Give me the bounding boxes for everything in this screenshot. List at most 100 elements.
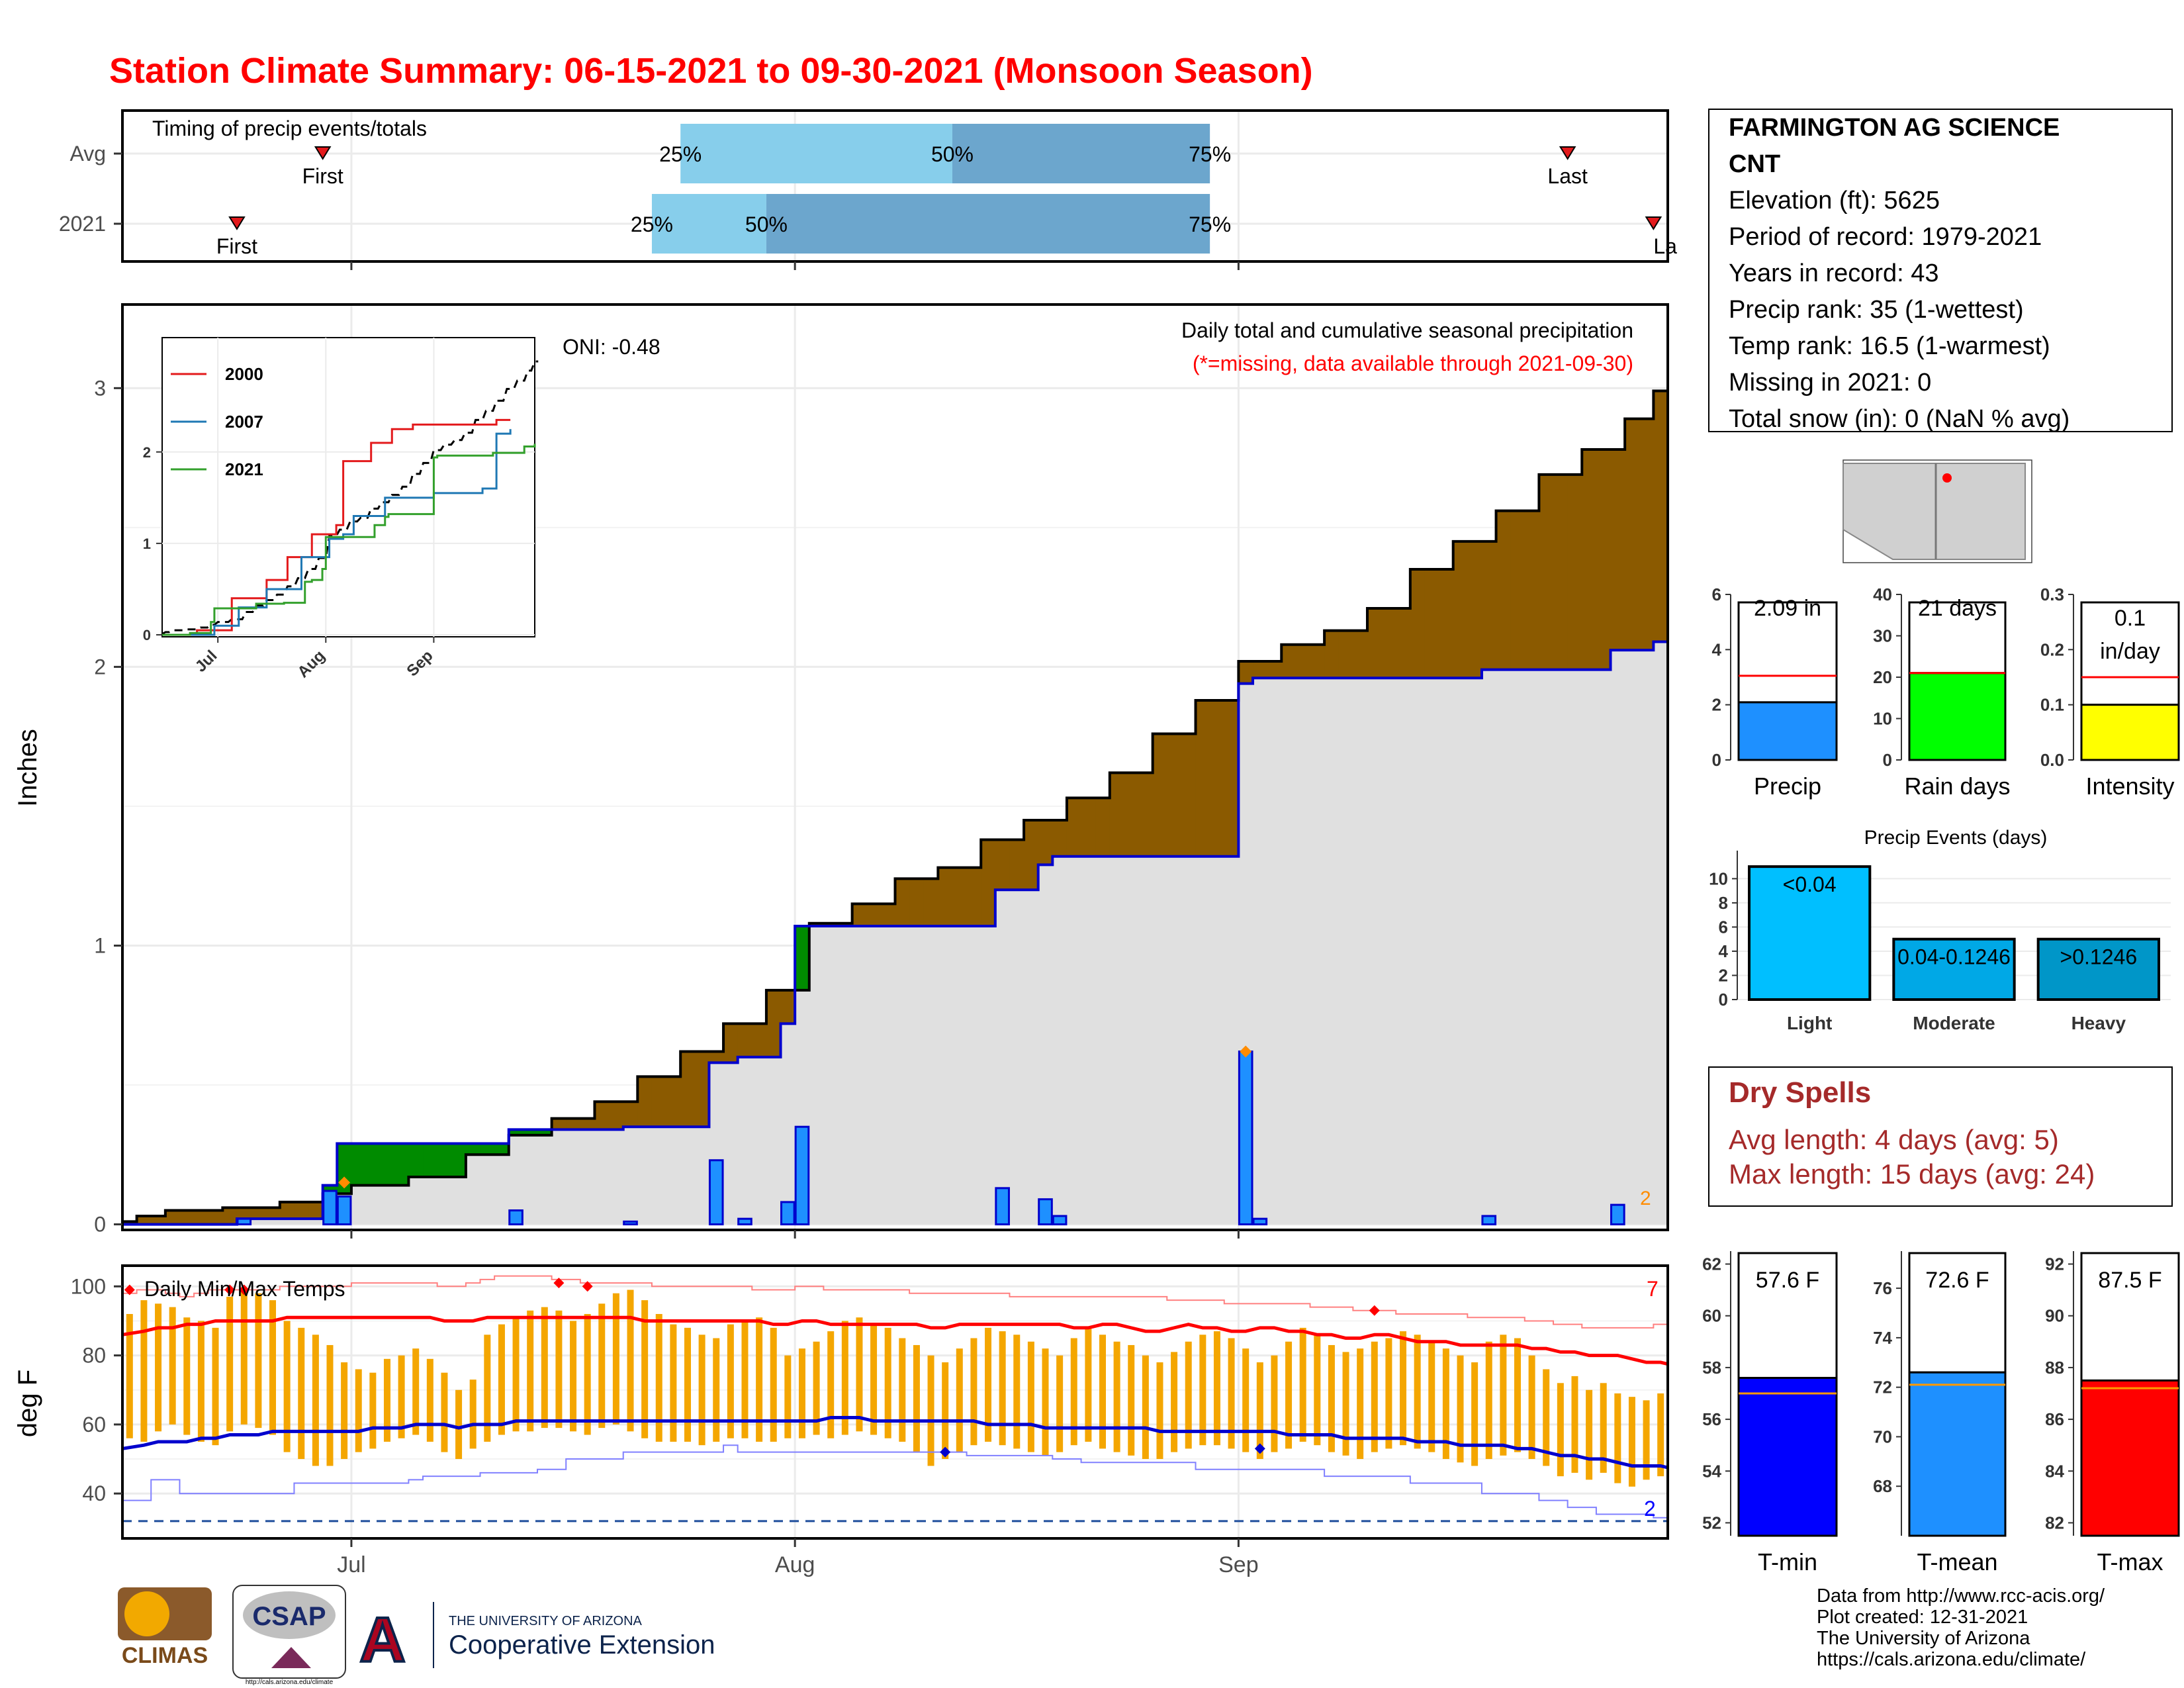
temp-daily-bar — [283, 1321, 291, 1452]
temp-daily-bar — [1027, 1341, 1034, 1452]
temp-normal-max-line — [122, 1315, 1668, 1366]
temp-record-max-line — [122, 1275, 1668, 1329]
precip-surplus-segment — [508, 1129, 523, 1135]
temp-xtick-label: Aug — [775, 1552, 815, 1577]
temp-summary-ytick-label: 60 — [1702, 1306, 1721, 1326]
temp-summary-ytick-label: 62 — [1702, 1254, 1721, 1274]
station-detail-line: Period of record: 1979-2021 — [1729, 223, 2042, 251]
precip-deficit-segment — [594, 1102, 610, 1130]
precip-deficit-segment — [1267, 661, 1282, 679]
precip-deficit-segment — [1424, 569, 1439, 679]
station-detail-line: Temp rank: 16.5 (1-warmest) — [1729, 332, 2050, 360]
precip-deficit-segment — [1639, 418, 1654, 651]
timing-panel: 25% 50% 75% First Last 25% 50% 75% First La Timin… — [59, 109, 1677, 270]
precip-deficit-segment — [852, 904, 867, 927]
precip-daily-bar — [236, 1217, 252, 1226]
inset-legend-label: 2007 — [225, 412, 263, 432]
precip-daily-bar — [1481, 1215, 1497, 1226]
precip-deficit-segment — [566, 1118, 581, 1130]
precip-deficit-segment — [1167, 733, 1182, 857]
temp-daily-bar — [670, 1324, 677, 1442]
dry-spells-box: Dry Spells Avg length: 4 days (avg: 5) M… — [1708, 1066, 2173, 1207]
temp-daily-bar — [1271, 1355, 1278, 1452]
precip-caption: Daily total and cumulative seasonal prec… — [1181, 318, 1633, 342]
climas-logo-sun — [124, 1591, 169, 1636]
summary-bar-background — [1737, 601, 1838, 704]
precip-deficit-segment — [723, 1023, 739, 1063]
summary-bar — [1908, 672, 2007, 761]
precip-deficit-segment — [1295, 644, 1310, 679]
precip-deficit-segment — [122, 1221, 138, 1225]
precip-deficit-segment — [623, 1102, 638, 1127]
summary-bar-background — [2080, 601, 2180, 706]
precip-deficit-segment — [938, 867, 953, 927]
temp-normal-min-line — [122, 1415, 1668, 1470]
precip-surplus-segment — [380, 1143, 395, 1186]
events-title: Precip Events (days) — [1864, 827, 2048, 849]
logo-university-arizona: A THE UNIVERSITY OF ARIZONA Cooperative … — [358, 1602, 715, 1677]
csap-logo-url: http://cals.arizona.edu/climate — [246, 1679, 334, 1686]
temp-daily-bar — [512, 1317, 520, 1432]
precip-missing-note: (*=missing, data available through 2021-… — [1193, 352, 1633, 375]
temp-daily-bar — [841, 1321, 848, 1435]
precip-x-ticks — [350, 1230, 1240, 1239]
precip-deficit-segment — [1210, 700, 1225, 857]
precip-surplus-segment — [423, 1143, 438, 1177]
timing-bar-q50-q75 — [952, 124, 1210, 183]
temp-daily-bar — [570, 1321, 577, 1432]
precip-deficit-segment — [165, 1210, 180, 1225]
summary-label: Rain days — [1904, 773, 2010, 800]
precip-deficit-segment — [151, 1215, 166, 1225]
temp-daily-bar — [713, 1338, 720, 1442]
temp-daily-bar — [1042, 1348, 1049, 1456]
temp-daily-bar — [741, 1321, 749, 1438]
temp-daily-bar — [942, 1362, 949, 1460]
events-bar-label: <0.04 — [1783, 872, 1837, 896]
timing-label-q50: 50% — [745, 212, 788, 236]
precip-deficit-segment — [1553, 474, 1569, 670]
precip-deficit-segment — [1181, 733, 1197, 857]
events-bar-label: 0.04-0.1246 — [1897, 945, 2011, 969]
temp-xtick-label: Jul — [337, 1552, 365, 1577]
station-detail-line: Years in record: 43 — [1729, 259, 1939, 287]
temp-daily-bar — [970, 1338, 978, 1446]
precip-surplus-segment — [523, 1129, 538, 1135]
temp-daily-bar — [1400, 1331, 1407, 1446]
precip-deficit-segment — [952, 867, 968, 927]
temp-daily-bar — [555, 1310, 563, 1429]
credits: Data from http://www.rcc-acis.org/Plot c… — [1817, 1585, 2105, 1670]
temp-daily-bar — [1514, 1338, 1521, 1452]
temp-summary-bar-chart: 52 54 56 58 60 62 57.6 F T-min — [1702, 1251, 1838, 1575]
temp-daily-bar — [1457, 1355, 1464, 1463]
timing-first-marker — [314, 146, 332, 160]
temp-daily-bar — [956, 1348, 963, 1452]
timing-label-q75: 75% — [1189, 142, 1231, 166]
precip-deficit-segment — [1439, 569, 1454, 679]
temp-daily-bar — [140, 1300, 148, 1442]
temp-daily-bar — [298, 1327, 305, 1460]
credit-line: https://cals.arizona.edu/climate/ — [1817, 1649, 2086, 1670]
precip-ylabel: Inches — [13, 729, 42, 807]
temp-record-high-marker — [224, 1284, 236, 1295]
map-state-arizona — [1843, 463, 1936, 560]
temp-summary-ytick-label: 90 — [2045, 1306, 2064, 1326]
timing-panel-frame — [121, 109, 1669, 263]
temp-daily-bar — [813, 1341, 820, 1435]
timing-label-q25: 25% — [631, 212, 673, 236]
timing-last-label: Last — [1547, 164, 1588, 188]
events-bar — [2036, 937, 2161, 1002]
precip-deficit-segment — [1510, 510, 1525, 670]
precip-surplus-segment — [465, 1143, 481, 1155]
precip-deficit-segment — [222, 1207, 238, 1225]
events-ytick-label: 10 — [1709, 868, 1728, 888]
temp-daily-bar — [1199, 1335, 1206, 1446]
temp-daily-bar — [1357, 1348, 1364, 1460]
precip-extreme-day-marker — [338, 1176, 351, 1189]
timing-last-label: La — [1653, 234, 1677, 258]
precip-surplus-segment — [351, 1143, 367, 1186]
dry-spells-max: Max length: 15 days (avg: 24) — [1729, 1158, 2095, 1190]
temp-summary-ytick-label: 72 — [1873, 1378, 1892, 1397]
precip-deficit-segment — [609, 1102, 624, 1130]
events-ytick-label: 4 — [1719, 941, 1729, 961]
station-details: Elevation (ft): 5625 Period of record: 19… — [1729, 187, 2070, 433]
